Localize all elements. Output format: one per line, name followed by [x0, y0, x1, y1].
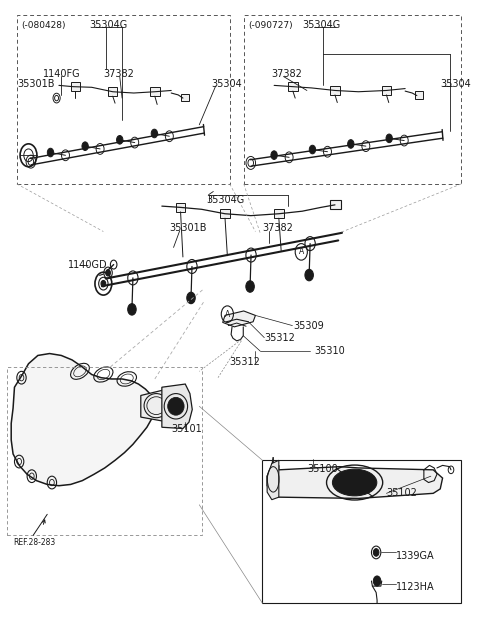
Text: 37382: 37382: [263, 223, 293, 233]
Ellipse shape: [168, 397, 184, 415]
Text: 35310: 35310: [314, 346, 345, 356]
Text: 1140FG: 1140FG: [43, 69, 80, 79]
Polygon shape: [11, 354, 155, 486]
Text: 35312: 35312: [265, 333, 296, 343]
Text: 35101: 35101: [171, 424, 202, 433]
Polygon shape: [162, 384, 192, 429]
Text: 35102: 35102: [386, 488, 417, 498]
Circle shape: [386, 134, 392, 143]
Bar: [17, 15, 230, 184]
Bar: [150, 87, 159, 96]
Bar: [180, 94, 189, 101]
Text: 35304: 35304: [211, 79, 242, 89]
Ellipse shape: [332, 469, 377, 496]
Circle shape: [101, 281, 106, 287]
Bar: [382, 86, 391, 95]
Text: —: —: [79, 260, 92, 271]
Text: 35304: 35304: [440, 79, 471, 89]
Text: 35301B: 35301B: [18, 79, 55, 89]
Polygon shape: [267, 457, 443, 499]
Polygon shape: [267, 460, 279, 500]
Bar: [274, 210, 284, 218]
Circle shape: [305, 269, 313, 281]
Polygon shape: [223, 311, 255, 327]
Polygon shape: [141, 390, 171, 421]
Text: 35100: 35100: [307, 463, 337, 474]
Bar: [108, 87, 118, 96]
Text: 35304G: 35304G: [206, 195, 244, 204]
Circle shape: [187, 292, 195, 304]
Circle shape: [128, 304, 136, 315]
Circle shape: [373, 549, 379, 556]
Circle shape: [82, 142, 88, 151]
Text: 1140GD: 1140GD: [68, 260, 108, 271]
Bar: [288, 82, 298, 91]
Text: 35304G: 35304G: [302, 20, 340, 30]
Circle shape: [48, 148, 54, 157]
Text: 37382: 37382: [272, 69, 303, 79]
Text: 35301B: 35301B: [169, 223, 206, 233]
Text: 37382: 37382: [103, 69, 134, 79]
Bar: [330, 200, 341, 209]
Circle shape: [373, 576, 381, 586]
Circle shape: [106, 270, 110, 276]
Bar: [330, 86, 340, 95]
Text: REF.28-283: REF.28-283: [13, 538, 55, 547]
Bar: [176, 203, 185, 212]
Circle shape: [117, 135, 123, 144]
Text: 35309: 35309: [293, 320, 324, 331]
Bar: [244, 15, 461, 184]
Text: (-090727): (-090727): [249, 21, 293, 29]
Bar: [71, 82, 80, 91]
Bar: [415, 91, 423, 99]
Text: (-080428): (-080428): [22, 21, 66, 29]
Bar: [263, 460, 461, 603]
Circle shape: [348, 140, 354, 148]
Text: 1339GA: 1339GA: [396, 551, 434, 561]
Bar: [8, 367, 202, 535]
Text: A: A: [225, 310, 230, 319]
Text: 35312: 35312: [230, 357, 261, 367]
Circle shape: [151, 129, 157, 138]
Text: 1123HA: 1123HA: [396, 583, 434, 592]
Circle shape: [246, 281, 254, 292]
Text: A: A: [299, 247, 304, 256]
Circle shape: [309, 146, 316, 154]
Text: 35304G: 35304G: [89, 20, 128, 30]
Circle shape: [271, 151, 277, 160]
Bar: [220, 210, 230, 218]
